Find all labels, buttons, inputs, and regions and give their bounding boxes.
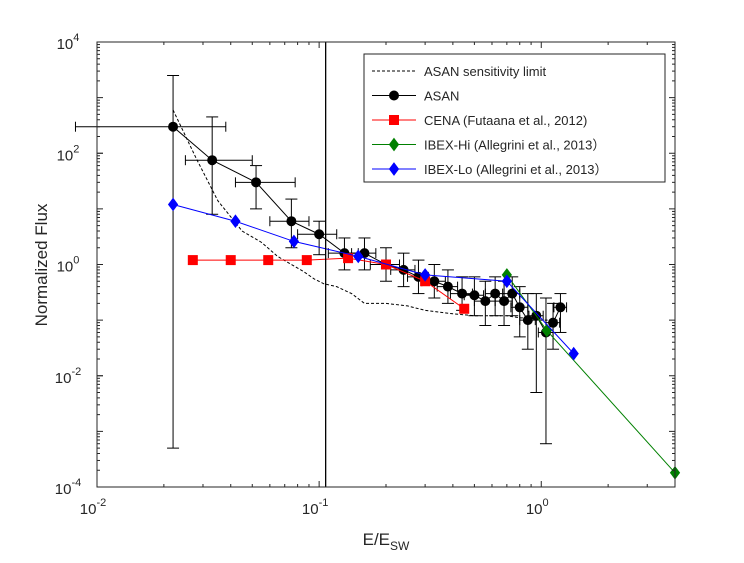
y-tick-exponent: -4: [71, 477, 81, 489]
legend-entry: ASAN: [372, 89, 459, 104]
data-point: [457, 288, 468, 299]
data-point: [207, 155, 218, 166]
y-tick-base: 10: [57, 36, 74, 53]
data-point: [568, 346, 579, 361]
series-line: [172, 109, 559, 321]
data-point: [499, 296, 510, 307]
y-tick-exponent: 4: [73, 32, 79, 44]
legend-swatch-marker: [388, 162, 400, 176]
series-4: [167, 197, 579, 361]
y-tick-base: 10: [57, 259, 74, 276]
data-point: [548, 317, 559, 328]
legend-swatch-marker: [389, 115, 399, 125]
legend-label: ASAN: [424, 89, 459, 104]
data-point: [442, 281, 453, 292]
x-tick-exponent: -2: [96, 497, 106, 509]
y-tick-base: 10: [57, 147, 74, 164]
data-point: [469, 290, 480, 301]
data-point: [480, 296, 491, 307]
y-tick-exponent: 0: [73, 255, 79, 267]
legend: ASAN sensitivity limit ASAN CENA (Futaana …: [363, 53, 666, 183]
legend-entry: IBEX-Lo (Allegrini et al., 2013）: [372, 162, 608, 177]
y-axis-title: Normalized Flux: [32, 203, 51, 326]
data-point: [501, 274, 512, 289]
x-tick-label: 10-2: [80, 497, 106, 518]
series-layer: [74, 74, 681, 480]
series-0: [172, 109, 559, 321]
data-point: [187, 255, 198, 266]
data-point: [230, 214, 241, 229]
legend-label: IBEX-Lo (Allegrini et al., 2013）: [424, 162, 608, 177]
legend-label: IBEX-Hi (Allegrini et al., 2013）: [424, 138, 605, 153]
data-point: [429, 276, 440, 287]
y-tick-label: 104: [57, 32, 80, 53]
x-tick-base: 10: [80, 501, 97, 518]
x-tick-label: 100: [526, 497, 549, 518]
data-point: [225, 255, 236, 266]
y-tick-label: 10-2: [55, 366, 81, 387]
y-tick-base: 10: [55, 481, 72, 498]
errorbars-1: [74, 74, 568, 449]
x-tick-exponent: -1: [319, 497, 329, 509]
legend-box: [363, 53, 666, 183]
data-point: [286, 216, 297, 227]
data-point: [263, 255, 274, 266]
x-axis-title-main: E/E: [363, 530, 390, 549]
y-tick-label: 100: [57, 255, 80, 276]
data-point: [419, 268, 431, 282]
y-tick-label: 102: [57, 143, 80, 164]
data-point: [514, 302, 525, 313]
data-point: [555, 302, 566, 313]
legend-swatch-marker: [388, 137, 400, 152]
data-point: [522, 315, 533, 326]
data-point: [301, 255, 312, 266]
y-tick-label: 10-4: [55, 477, 81, 498]
legend-swatch-marker: [389, 90, 399, 101]
x-tick-exponent: 0: [543, 497, 549, 509]
data-point: [490, 288, 501, 299]
legend-entry: CENA (Futaana et al., 2012): [372, 113, 587, 128]
series-line: [192, 257, 465, 310]
data-point: [167, 197, 179, 212]
data-point: [353, 249, 364, 264]
x-tick-base: 10: [526, 501, 543, 518]
data-point: [168, 121, 179, 132]
data-point: [507, 288, 518, 299]
y-tick-exponent: -2: [71, 366, 81, 378]
y-tick-exponent: 2: [73, 143, 79, 155]
x-axis-title-sub: SW: [390, 539, 410, 553]
x-tick-label: 10-1: [302, 497, 328, 518]
y-tick-base: 10: [55, 370, 72, 387]
data-point: [459, 303, 470, 314]
data-point: [251, 177, 262, 188]
legend-entry: ASAN sensitivity limit: [372, 64, 546, 79]
x-axis-title: E/ESW: [363, 530, 410, 553]
legend-label: CENA (Futaana et al., 2012): [424, 113, 587, 128]
legend-label: ASAN sensitivity limit: [424, 64, 546, 79]
x-tick-base: 10: [302, 501, 319, 518]
legend-entry: IBEX-Hi (Allegrini et al., 2013）: [372, 138, 605, 153]
data-point: [288, 234, 300, 249]
data-point: [314, 229, 325, 240]
